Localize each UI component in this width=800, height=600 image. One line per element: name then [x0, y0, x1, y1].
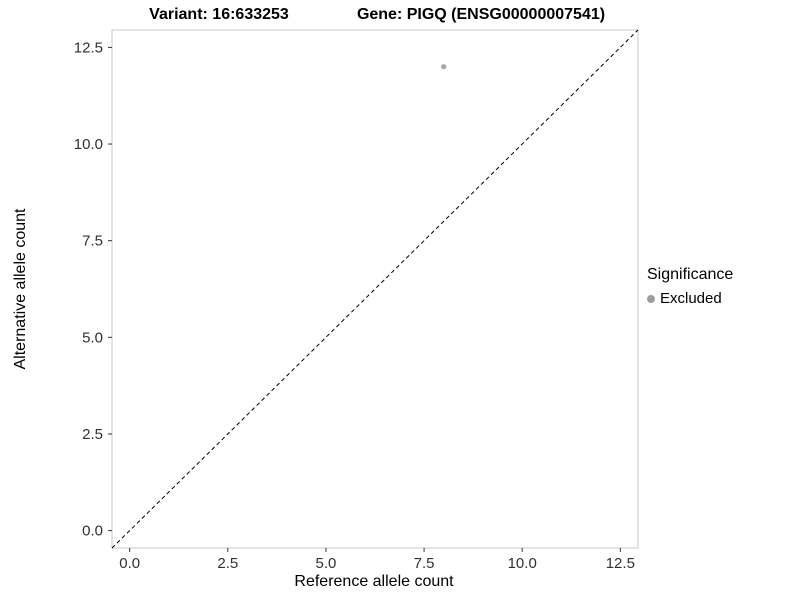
y-axis-tick-label: 7.5: [82, 233, 103, 250]
legend-entry-label: Excluded: [660, 290, 722, 307]
y-axis-title: Alternative allele count: [12, 208, 29, 370]
data-point: [441, 64, 447, 70]
y-axis-tick-label: 5.0: [82, 329, 103, 346]
x-axis-tick-label: 5.0: [316, 555, 337, 572]
x-axis-tick-label: 12.5: [606, 555, 635, 572]
x-axis-title: Reference allele count: [294, 573, 454, 590]
y-axis-tick-label: 0.0: [82, 523, 103, 540]
legend: Significance Excluded: [647, 266, 733, 307]
x-axis-tick-label: 7.5: [414, 555, 435, 572]
plot-title-gene: Gene: PIGQ (ENSG00000007541): [356, 6, 606, 23]
legend-entry-excluded: Excluded: [647, 290, 733, 307]
x-axis-tick-label: 2.5: [217, 555, 238, 572]
legend-point-icon: [647, 294, 655, 303]
x-axis-tick-label: 10.0: [508, 555, 537, 572]
plot-panel: [111, 29, 639, 549]
plot-title-variant: Variant: 16:633253: [149, 6, 289, 23]
x-axis-tick-label: 0.0: [119, 555, 140, 572]
y-axis-tick-label: 2.5: [82, 426, 103, 443]
y-axis-tick-label: 10.0: [74, 136, 103, 153]
legend-title: Significance: [647, 266, 734, 283]
y-axis-tick-label: 12.5: [74, 39, 103, 56]
